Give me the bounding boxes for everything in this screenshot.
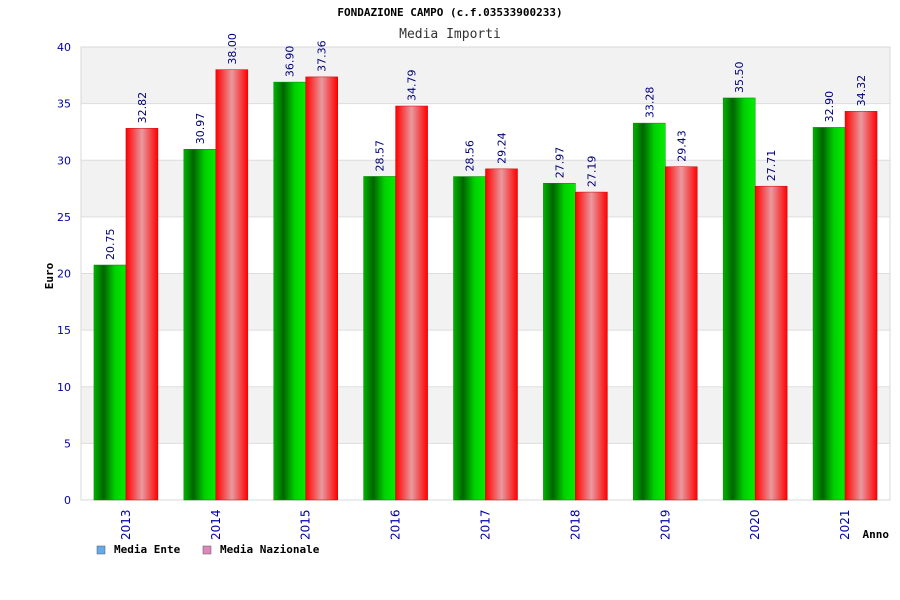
data-label: 30.97 — [194, 113, 207, 145]
bar-media-nazionale — [665, 166, 698, 501]
data-label: 20.75 — [104, 229, 117, 261]
data-label: 34.32 — [855, 75, 868, 107]
bar-media-ente — [722, 97, 756, 501]
x-tick-label: 2021 — [838, 509, 852, 540]
data-label: 29.43 — [675, 130, 688, 162]
x-tick-label: 2014 — [209, 509, 223, 540]
bar-media-ente — [93, 264, 127, 501]
bar-media-ente — [812, 127, 846, 501]
x-tick-label: 2016 — [389, 509, 403, 540]
legend-label: Media Ente — [114, 543, 181, 556]
x-tick-label: 2019 — [658, 509, 672, 540]
data-label: 37.36 — [316, 40, 329, 72]
data-label: 35.50 — [733, 61, 746, 93]
data-label: 32.90 — [823, 91, 836, 123]
y-tick-label: 10 — [57, 381, 71, 394]
legend-swatch — [202, 545, 212, 555]
bar-media-nazionale — [575, 191, 608, 501]
bars — [93, 69, 878, 501]
bar-media-nazionale — [305, 76, 338, 501]
x-axis-label: Anno — [863, 528, 890, 541]
bar-media-nazionale — [125, 128, 159, 501]
y-tick-label: 5 — [64, 437, 71, 450]
bar-media-ente — [363, 176, 396, 501]
y-axis-label: Euro — [43, 262, 56, 289]
x-axis-ticks: 2013 2014 2015 2016 2017 2018 2019 2020 2021 — [119, 509, 852, 540]
legend: Media Ente Media Nazionale — [96, 543, 320, 556]
grid-band — [81, 47, 890, 104]
x-tick-label: 2020 — [748, 509, 762, 540]
bar-media-nazionale — [844, 111, 878, 501]
bar-media-ente — [273, 81, 306, 501]
x-tick-label: 2018 — [568, 509, 582, 540]
y-axis-ticks: 0 5 10 15 20 25 30 35 40 — [57, 41, 71, 507]
data-label: 34.79 — [406, 70, 419, 102]
data-label: 28.56 — [464, 140, 477, 172]
data-label: 27.19 — [585, 156, 598, 188]
x-tick-label: 2013 — [119, 509, 133, 540]
y-tick-label: 30 — [57, 154, 71, 167]
x-tick-label: 2017 — [479, 509, 493, 540]
y-tick-label: 20 — [57, 268, 71, 281]
data-label: 27.71 — [765, 150, 778, 182]
x-tick-label: 2015 — [299, 509, 313, 540]
data-label: 38.00 — [226, 33, 239, 64]
legend-label: Media Nazionale — [220, 543, 320, 556]
bar-media-ente — [183, 149, 217, 501]
bar-media-ente — [543, 182, 576, 501]
data-label: 27.97 — [553, 147, 566, 179]
data-label: 36.90 — [284, 46, 297, 78]
bar-media-ente — [453, 176, 486, 501]
y-tick-label: 0 — [64, 494, 71, 507]
chart-title: FONDAZIONE CAMPO (c.f.03533900233) — [337, 6, 562, 19]
chart-subtitle: Media Importi — [399, 27, 501, 42]
bar-media-nazionale — [485, 168, 518, 501]
bar-media-nazionale — [215, 69, 249, 501]
y-tick-label: 25 — [57, 211, 71, 224]
data-labels: 20.75 32.82 30.97 38.00 36.90 37.36 28.57 34.79… — [104, 33, 868, 260]
y-tick-label: 15 — [57, 324, 71, 337]
bar-media-ente — [633, 122, 666, 501]
data-label: 28.57 — [374, 140, 387, 172]
y-tick-label: 35 — [57, 98, 71, 111]
data-label: 33.28 — [643, 87, 656, 119]
bar-media-nazionale — [395, 105, 428, 501]
data-label: 32.82 — [136, 92, 149, 124]
legend-swatch — [96, 545, 106, 555]
y-tick-label: 40 — [57, 41, 71, 54]
bar-media-nazionale — [754, 185, 788, 501]
data-label: 29.24 — [496, 132, 509, 164]
